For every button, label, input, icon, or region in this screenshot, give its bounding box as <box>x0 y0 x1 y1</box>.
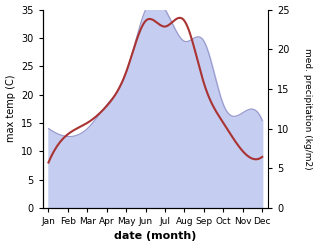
Y-axis label: med. precipitation (kg/m2): med. precipitation (kg/m2) <box>303 48 313 169</box>
Y-axis label: max temp (C): max temp (C) <box>5 75 16 143</box>
X-axis label: date (month): date (month) <box>114 231 197 242</box>
